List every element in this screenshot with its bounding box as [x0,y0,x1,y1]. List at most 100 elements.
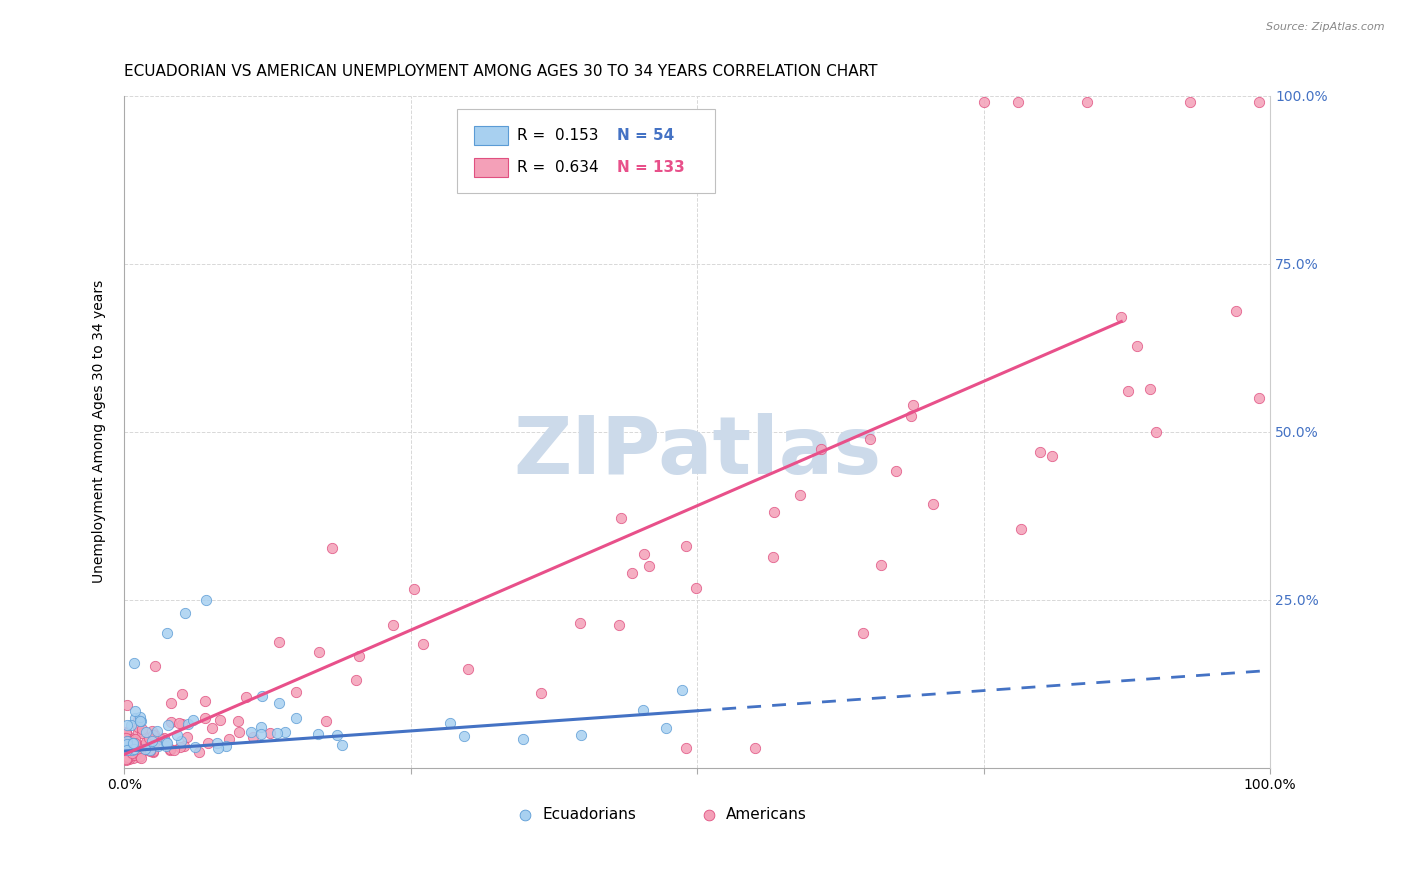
Point [148,739,170,753]
Point [155,626,177,640]
Point [569,728,592,742]
Point [176,730,198,744]
Point [120,737,142,751]
Point [142,745,165,759]
Point [118,733,141,747]
Point [135,725,157,739]
Point [114,743,136,757]
Point [127,720,149,734]
Point [1029,444,1052,458]
Point [127,745,149,759]
Point [655,721,678,735]
Point [125,739,148,754]
Point [155,735,177,749]
Point [852,626,875,640]
Point [859,432,882,446]
Point [215,739,238,753]
Point [762,505,785,519]
Point [181,713,204,727]
Text: Americans: Americans [725,807,807,822]
Point [1010,522,1032,536]
Point [810,442,832,456]
Point [167,715,190,730]
Point [1225,303,1247,318]
Point [208,714,231,728]
Point [121,751,143,765]
Point [607,618,630,632]
Point [160,714,183,729]
Point [117,729,139,743]
Point [1126,339,1149,353]
Point [173,739,195,753]
Point [515,808,537,822]
Text: N = 54: N = 54 [617,128,675,144]
Point [404,582,426,596]
Point [122,742,145,756]
Point [308,645,330,659]
Point [173,606,195,620]
Point [274,724,297,739]
Point [124,736,146,750]
Text: ZIPatlas: ZIPatlas [513,413,882,491]
Point [124,704,146,718]
Point [127,725,149,739]
Point [1178,95,1201,110]
Point [671,683,693,698]
Point [139,744,162,758]
Point [146,723,169,738]
Point [884,463,907,477]
Point [143,735,166,749]
Point [117,717,139,731]
Point [188,745,211,759]
Point [530,686,553,700]
Point [114,731,136,745]
Point [124,747,146,762]
Point [205,735,228,749]
Point [252,690,274,704]
Point [973,95,995,110]
Point [122,748,145,763]
Point [155,739,177,753]
Point [685,581,707,595]
Point [218,731,240,746]
Point [170,734,193,748]
Point [118,745,141,759]
Point [321,541,343,555]
Point [120,717,142,731]
Point [114,736,136,750]
Point [156,718,179,732]
Point [250,727,273,741]
Point [162,743,184,757]
Point [194,710,217,724]
Point [114,725,136,739]
Point [610,511,633,525]
Point [315,714,337,728]
Point [152,731,174,746]
Point [131,723,153,737]
Point [117,744,139,758]
Point [744,740,766,755]
Point [169,740,191,755]
Point [269,635,291,649]
Point [115,742,138,756]
Point [344,673,367,687]
Point [138,731,160,745]
Point [131,726,153,740]
Text: Ecuadorians: Ecuadorians [543,807,637,822]
Point [142,731,165,746]
Point [1116,384,1139,399]
Point [124,746,146,760]
Point [870,558,893,573]
Point [762,549,785,564]
Point [1040,449,1063,463]
Text: N = 133: N = 133 [617,160,685,175]
Point [117,750,139,764]
Point [129,714,152,728]
Point [129,709,152,723]
Point [194,693,217,707]
Point [177,717,200,731]
Point [512,732,534,747]
Point [118,731,141,746]
Point [412,637,434,651]
Point [901,398,924,412]
